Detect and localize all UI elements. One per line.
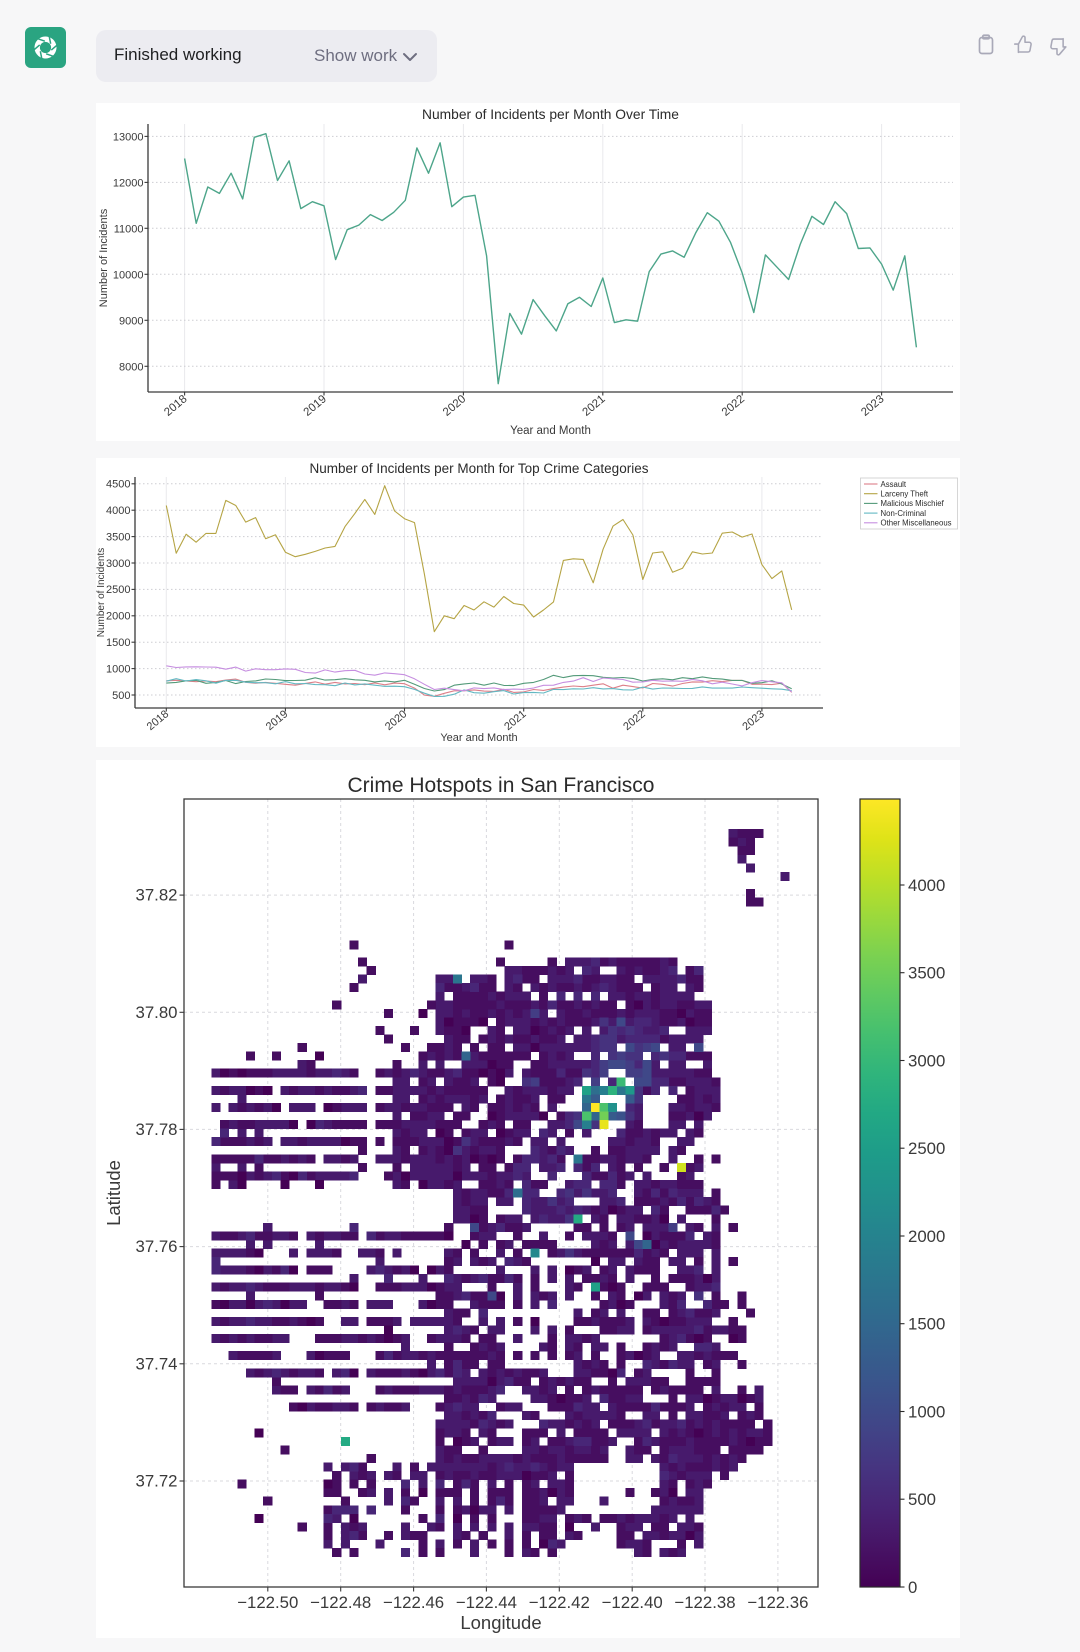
svg-text:3000: 3000 — [908, 1052, 945, 1071]
svg-text:37.80: 37.80 — [136, 1003, 178, 1022]
svg-text:10000: 10000 — [113, 269, 144, 281]
svg-text:Malicious Mischief: Malicious Mischief — [881, 499, 945, 508]
svg-text:3000: 3000 — [106, 558, 130, 570]
svg-text:1500: 1500 — [908, 1315, 945, 1334]
svg-text:−122.46: −122.46 — [383, 1593, 444, 1612]
svg-text:Assault: Assault — [881, 480, 907, 489]
svg-text:Number of Incidents: Number of Incidents — [98, 208, 110, 307]
svg-text:37.78: 37.78 — [136, 1120, 178, 1139]
svg-text:3500: 3500 — [908, 964, 945, 983]
svg-text:1500: 1500 — [106, 637, 130, 649]
svg-text:37.82: 37.82 — [136, 886, 178, 905]
svg-text:2020: 2020 — [441, 393, 468, 419]
svg-text:−122.42: −122.42 — [529, 1593, 590, 1612]
svg-text:Crime Hotspots in San Francisc: Crime Hotspots in San Francisco — [348, 774, 655, 797]
svg-text:1000: 1000 — [106, 663, 130, 675]
svg-text:2018: 2018 — [162, 393, 189, 419]
svg-text:2500: 2500 — [908, 1139, 945, 1158]
svg-text:Number of Incidents per Month: Number of Incidents per Month Over Time — [422, 107, 679, 122]
svg-text:Year and Month: Year and Month — [510, 425, 591, 437]
svg-text:0: 0 — [908, 1578, 917, 1597]
svg-text:2018: 2018 — [145, 708, 171, 733]
svg-text:500: 500 — [112, 690, 130, 702]
svg-text:Latitude: Latitude — [103, 1160, 124, 1226]
svg-text:−122.44: −122.44 — [456, 1593, 517, 1612]
svg-text:4000: 4000 — [908, 876, 945, 895]
svg-text:−122.36: −122.36 — [747, 1593, 808, 1612]
svg-text:37.76: 37.76 — [136, 1237, 178, 1256]
svg-text:2019: 2019 — [264, 708, 290, 733]
svg-text:500: 500 — [908, 1490, 936, 1509]
svg-text:2019: 2019 — [302, 393, 329, 419]
svg-text:4500: 4500 — [106, 479, 130, 491]
svg-text:2023: 2023 — [859, 393, 886, 419]
svg-text:2022: 2022 — [720, 393, 747, 419]
svg-text:−122.48: −122.48 — [310, 1593, 371, 1612]
svg-text:Other Miscellaneous: Other Miscellaneous — [881, 519, 952, 528]
svg-text:Longitude: Longitude — [460, 1612, 541, 1633]
svg-text:9000: 9000 — [119, 315, 143, 327]
svg-text:Larceny Theft: Larceny Theft — [881, 490, 929, 499]
svg-text:8000: 8000 — [119, 361, 143, 373]
svg-text:3500: 3500 — [106, 531, 130, 543]
svg-text:1000: 1000 — [908, 1403, 945, 1422]
svg-text:37.72: 37.72 — [136, 1472, 178, 1491]
svg-text:2023: 2023 — [740, 708, 766, 733]
svg-text:−122.40: −122.40 — [602, 1593, 663, 1612]
svg-text:2500: 2500 — [106, 584, 130, 596]
svg-text:Non-Criminal: Non-Criminal — [881, 509, 927, 518]
svg-text:37.74: 37.74 — [136, 1354, 178, 1373]
svg-text:2000: 2000 — [106, 611, 130, 623]
svg-text:2021: 2021 — [580, 393, 607, 419]
svg-text:−122.50: −122.50 — [237, 1593, 298, 1612]
svg-text:4000: 4000 — [106, 505, 130, 517]
svg-text:−122.38: −122.38 — [674, 1593, 735, 1612]
svg-text:Number of Incidents per Month: Number of Incidents per Month for Top Cr… — [310, 461, 649, 476]
svg-text:2000: 2000 — [908, 1227, 945, 1246]
svg-text:2020: 2020 — [383, 708, 409, 733]
svg-text:Number of Incidents: Number of Incidents — [96, 548, 107, 638]
svg-text:12000: 12000 — [113, 177, 144, 189]
svg-text:2021: 2021 — [502, 708, 528, 733]
svg-text:2022: 2022 — [621, 708, 647, 733]
svg-text:11000: 11000 — [114, 223, 144, 235]
svg-text:13000: 13000 — [113, 131, 144, 143]
svg-text:Year and Month: Year and Month — [440, 732, 517, 744]
